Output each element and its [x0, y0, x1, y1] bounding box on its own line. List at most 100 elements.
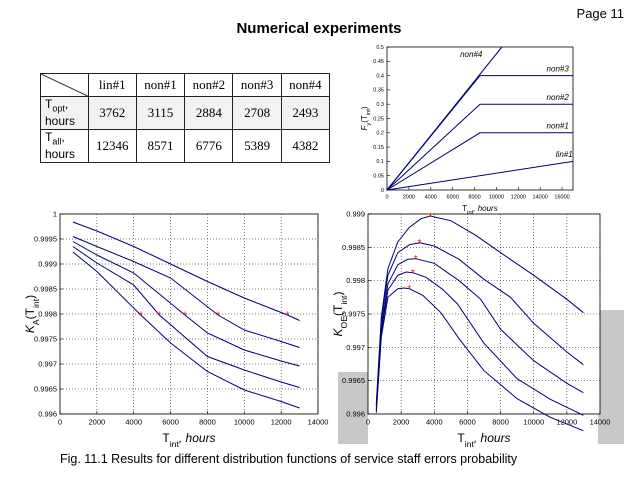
y-tick-label: 0.9965 [342, 376, 365, 385]
table-cell: 3115 [135, 96, 186, 130]
x-tick-label: 6000 [459, 418, 476, 427]
table-cell: 12346 [87, 129, 137, 163]
chart-right: 0 2000 4000 6000 8000 10000 12000 14000 0.996 0.9… [331, 210, 611, 450]
y-axis-label: KOE(Tint) [331, 292, 349, 337]
table-corner-cell [40, 73, 89, 97]
col-header: non#3 [232, 73, 282, 97]
col-header: non#1 [135, 73, 186, 97]
table-cell: 8571 [135, 129, 186, 163]
optimum-marker: * [407, 284, 412, 296]
x-tick-label: 0 [366, 418, 370, 427]
y-tick-label: 0.9985 [34, 285, 57, 294]
series-line-non-2 [72, 241, 300, 367]
plot-area [386, 46, 574, 191]
y-tick-label: 0.35 [373, 88, 384, 94]
series-label-non-3: non#3 [547, 64, 570, 73]
y-tick-label: 0.3 [376, 102, 384, 108]
corner-diagonal [41, 74, 88, 96]
y-tick-label: 0.998 [346, 276, 365, 285]
series-line-non-2 [386, 103, 573, 191]
y-tick-label: 0.997 [38, 360, 57, 369]
y-tick-label: 0.4 [376, 73, 384, 79]
x-tick-label: 10000 [489, 195, 504, 201]
col-header: lin#1 [87, 73, 137, 97]
y-tick-label: 0.5 [376, 45, 384, 51]
series-line-non-4 [386, 46, 503, 191]
y-tick-label: 0.45 [373, 59, 384, 65]
x-tick-label: 2000 [89, 418, 106, 427]
row-label: Tall, hours [40, 129, 89, 163]
y-tick-label: 0.997 [346, 343, 365, 352]
y-tick-label: 0.999 [38, 260, 57, 269]
y-tick-label: 0.9975 [342, 310, 365, 319]
x-axis-label: Tint, hours [462, 204, 497, 216]
results-table: lin#1 non#1 non#2 non#3 non#4 Topt, hours… [40, 73, 331, 163]
table-row: Tall, hours 12346 8571 6776 5389 4382 [40, 129, 331, 163]
col-header: non#4 [280, 73, 331, 97]
y-tick-label: 0 [381, 188, 384, 194]
y-tick-label: 0.9975 [34, 335, 57, 344]
series-line-non-3 [72, 246, 300, 388]
x-tick-label: 10000 [234, 418, 255, 427]
optimum-marker: * [183, 310, 188, 322]
optimum-marker: * [157, 310, 162, 322]
plot-area [367, 213, 601, 415]
row-label: Topt, hours [40, 96, 89, 130]
y-axis-label: Fy(Tint) [360, 106, 372, 130]
x-tick-label: 14000 [590, 418, 611, 427]
series-line-non-1 [386, 132, 573, 191]
table-cell: 6776 [184, 129, 234, 163]
series-label-non-2: non#2 [547, 93, 570, 102]
optimum-marker: * [414, 254, 419, 266]
x-tick-label: 0 [58, 418, 62, 427]
x-tick-label: 12000 [511, 195, 526, 201]
y-axis-label: KA(Tint) [23, 295, 41, 333]
y-tick-label: 0.05 [373, 174, 384, 180]
y-tick-label: 0.9965 [34, 385, 57, 394]
background-panel [338, 372, 368, 444]
series-line-lin-1 [72, 221, 300, 321]
y-tick-label: 0.1 [376, 159, 384, 165]
optimum-marker: * [216, 310, 221, 322]
y-tick-label: 0.9995 [34, 235, 57, 244]
figure-caption: Fig. 11.1 Results for different distribu… [60, 452, 518, 466]
optimum-marker: * [411, 268, 416, 280]
x-tick-label: 8000 [199, 418, 216, 427]
background-panel [598, 310, 624, 444]
y-tick-label: 1 [53, 210, 57, 219]
optimum-marker: * [428, 211, 433, 223]
y-tick-label: 0.9985 [342, 243, 365, 252]
series-label-lin-1: lin#1 [556, 150, 573, 159]
series-line-non-4 [375, 287, 584, 432]
optimum-marker: * [417, 238, 422, 250]
y-tick-label: 0.25 [373, 116, 384, 122]
series-line-non-4 [72, 251, 300, 409]
table-cell: 2884 [184, 96, 234, 130]
y-tick-label: 0.996 [38, 410, 57, 419]
x-tick-label: 6000 [162, 418, 179, 427]
x-tick-label: 14000 [533, 195, 548, 201]
y-tick-label: 0.15 [373, 145, 384, 151]
series-line-non-1 [375, 242, 584, 407]
series-line-lin-1 [386, 160, 574, 191]
table-cell: 3762 [87, 96, 137, 130]
slide-title: Numerical experiments [236, 20, 402, 37]
x-axis-label: Tint, hours [457, 431, 510, 449]
x-tick-label: 4000 [125, 418, 142, 427]
x-tick-label: 14000 [308, 418, 329, 427]
series-line-non-2 [375, 258, 584, 409]
series-line-lin-1 [375, 215, 584, 405]
x-tick-label: 12000 [271, 418, 292, 427]
x-tick-label: 12000 [556, 418, 577, 427]
x-tick-label: 2000 [393, 418, 410, 427]
table-cell: 2493 [280, 96, 331, 130]
x-tick-label: 4000 [426, 418, 443, 427]
x-axis-label: Tint, hours [162, 431, 215, 449]
table-row: Topt, hours 3762 3115 2884 2708 2493 [40, 96, 331, 130]
x-tick-label: 2000 [403, 195, 415, 201]
chart-left: 0 2000 4000 6000 8000 10000 12000 14000 0.996 0.9… [23, 210, 329, 450]
x-tick-label: 8000 [492, 418, 509, 427]
page-number: Page 11 [576, 6, 624, 21]
x-tick-label: 10000 [523, 418, 544, 427]
y-tick-label: 0.996 [346, 410, 365, 419]
